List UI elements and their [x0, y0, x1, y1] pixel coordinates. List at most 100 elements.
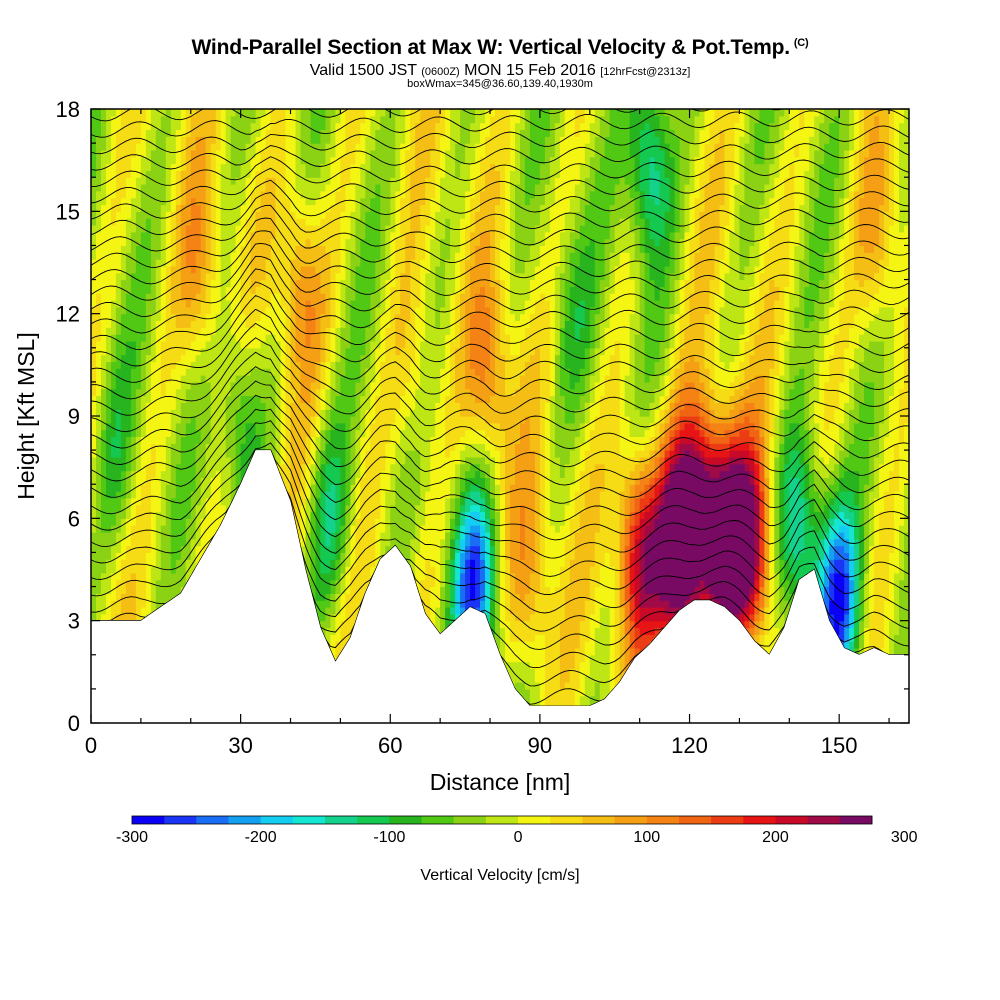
field-cell	[300, 334, 307, 342]
field-cell	[125, 341, 132, 349]
field-cell	[195, 368, 202, 376]
field-cell	[96, 395, 102, 403]
field-cell	[360, 504, 366, 513]
field-cell	[320, 300, 326, 308]
field-cell	[345, 109, 351, 117]
field-cell	[91, 354, 97, 363]
field-cell	[101, 572, 107, 581]
field-cell	[145, 511, 152, 519]
field-cell	[170, 115, 177, 124]
field-cell	[101, 538, 107, 547]
field-cell	[215, 300, 222, 308]
field-cell	[280, 272, 287, 281]
field-cell	[350, 470, 356, 479]
field-cell	[230, 109, 237, 117]
field-cell	[215, 136, 222, 144]
field-cell	[145, 143, 152, 151]
field-cell	[175, 156, 182, 165]
field-cell	[155, 204, 162, 212]
field-cell	[220, 149, 227, 158]
field-cell	[310, 470, 317, 479]
field-cell	[330, 327, 336, 335]
field-cell	[270, 313, 277, 322]
field-cell	[340, 300, 346, 308]
field-cell	[260, 402, 267, 410]
field-cell	[175, 518, 182, 526]
field-cell	[330, 129, 336, 137]
field-cell	[101, 422, 107, 431]
field-cell	[111, 443, 117, 451]
field-cell	[190, 409, 197, 417]
field-cell	[190, 156, 197, 165]
field-cell	[115, 422, 122, 431]
field-cell	[345, 566, 351, 574]
field-cell	[225, 334, 232, 342]
field-cell	[175, 122, 182, 131]
field-cell	[320, 388, 326, 397]
field-cell	[190, 566, 197, 574]
field-cell	[210, 491, 217, 499]
field-cell	[130, 334, 137, 342]
field-cell	[230, 211, 237, 219]
field-cell	[125, 300, 132, 308]
field-cell	[260, 197, 267, 206]
field-cell	[300, 122, 307, 131]
field-cell	[235, 409, 242, 417]
field-cell	[111, 552, 117, 560]
field-cell	[235, 163, 242, 172]
field-cell	[215, 381, 222, 390]
field-cell	[285, 143, 292, 151]
field-cell	[155, 504, 162, 513]
field-cell	[220, 443, 227, 451]
field-cell	[340, 238, 346, 247]
field-cell	[345, 327, 351, 335]
field-cell	[310, 115, 317, 124]
field-cell	[145, 559, 152, 567]
field-cell	[205, 279, 212, 288]
field-cell	[335, 300, 341, 308]
field-cell	[155, 511, 162, 519]
field-cell	[170, 197, 177, 206]
field-cell	[210, 170, 217, 178]
field-cell	[130, 238, 137, 247]
field-cell	[91, 416, 97, 424]
field-cell	[190, 334, 197, 342]
field-cell	[195, 136, 202, 144]
field-cell	[250, 204, 257, 212]
field-cell	[120, 511, 127, 519]
field-cell	[120, 279, 127, 288]
field-cell	[315, 484, 322, 492]
field-cell	[330, 225, 336, 233]
field-cell	[125, 122, 132, 131]
field-cell	[265, 320, 272, 328]
field-cell	[240, 143, 247, 151]
field-cell	[145, 429, 152, 438]
field-cell	[230, 286, 237, 294]
field-cell	[150, 156, 157, 165]
field-cell	[170, 327, 177, 335]
field-cell	[295, 497, 302, 506]
field-cell	[350, 559, 356, 567]
field-cell	[350, 388, 356, 397]
field-cell	[205, 136, 212, 144]
field-cell	[315, 436, 322, 444]
field-cell	[120, 518, 127, 526]
field-cell	[91, 511, 97, 519]
field-cell	[155, 497, 162, 506]
field-cell	[140, 491, 147, 499]
field-cell	[205, 368, 212, 376]
field-cell	[215, 259, 222, 267]
field-cell	[96, 538, 102, 547]
field-cell	[290, 388, 297, 397]
field-cell	[280, 136, 287, 144]
field-cell	[220, 511, 227, 519]
field-cell	[320, 259, 326, 267]
field-cell	[315, 272, 322, 281]
field-cell	[120, 259, 127, 267]
field-cell	[200, 272, 207, 281]
field-cell	[345, 586, 351, 595]
field-cell	[175, 347, 182, 356]
field-cell	[210, 334, 217, 342]
field-cell	[345, 572, 351, 581]
field-cell	[345, 293, 351, 301]
